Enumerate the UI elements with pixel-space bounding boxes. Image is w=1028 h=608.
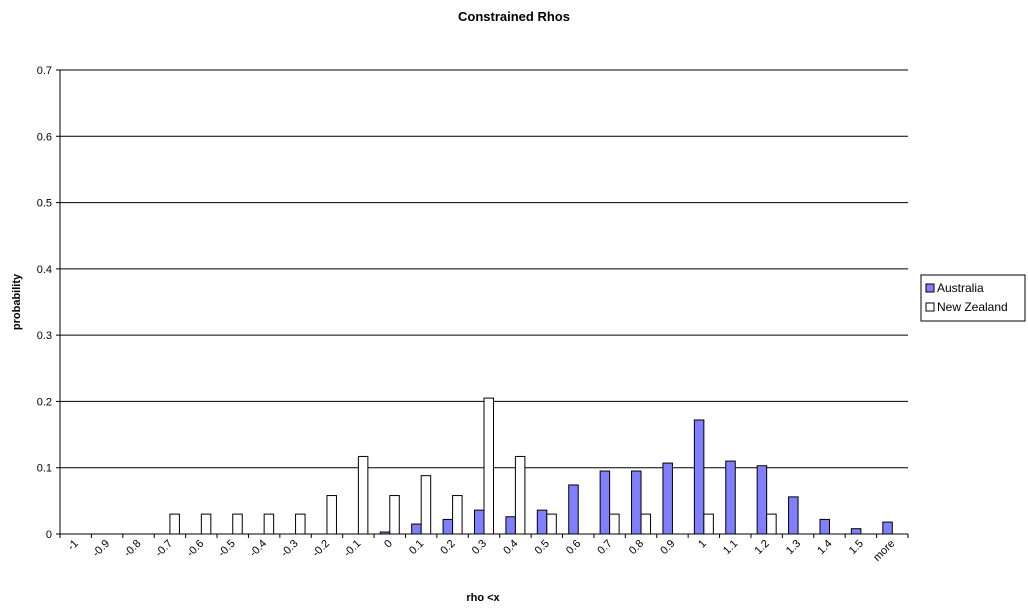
x-tick-label: -0.4 <box>247 538 269 560</box>
legend-swatch-new-zealand <box>925 302 935 312</box>
bar-new-zealand <box>609 513 620 535</box>
bar-new-zealand <box>200 513 212 535</box>
bar-australia <box>411 523 422 535</box>
bar-australia <box>850 528 862 535</box>
x-tick-label: -0.9 <box>90 538 112 560</box>
x-tick-label: -0.3 <box>279 538 301 560</box>
x-tick-label: -1 <box>65 538 80 553</box>
x-tick-label: 1.3 <box>784 538 803 557</box>
x-tick-label: 0.4 <box>501 538 520 557</box>
bar-australia <box>662 462 673 535</box>
legend-label-new-zealand: New Zealand <box>937 300 1008 314</box>
bar-new-zealand <box>420 475 432 535</box>
x-tick-label: 1.4 <box>815 538 834 557</box>
bar-australia <box>599 470 611 535</box>
bar-australia <box>474 509 485 535</box>
x-tick-label: -0.7 <box>153 538 175 560</box>
x-tick-label: 0.1 <box>407 538 426 557</box>
x-tick-label: 0.5 <box>533 538 552 557</box>
x-tick-label: -0.5 <box>216 538 238 560</box>
x-tick-label: 1.1 <box>721 538 740 557</box>
x-axis-label: rho <x <box>466 592 500 604</box>
bar-australia <box>788 496 799 535</box>
axes <box>59 70 909 538</box>
bar-australia <box>631 470 642 535</box>
x-tick-label: more <box>871 538 897 564</box>
y-tick-label: 0.4 <box>37 264 52 276</box>
bar-new-zealand <box>263 513 275 535</box>
bar-australia <box>568 484 579 535</box>
bar-australia <box>442 518 454 535</box>
y-tick-label: 0.2 <box>37 396 52 408</box>
y-tick-label: 0.1 <box>37 463 52 475</box>
bar-australia <box>725 460 736 535</box>
bar-new-zealand <box>295 513 306 535</box>
x-tick-label: -0.8 <box>122 538 144 560</box>
chart-title: Constrained Rhos <box>458 9 570 24</box>
y-tick-label: 0.6 <box>37 131 52 143</box>
x-tick-label: 1.5 <box>847 538 866 557</box>
y-tick-label: 0.3 <box>37 330 52 342</box>
x-tick-label: 0.3 <box>470 538 489 557</box>
bar-new-zealand <box>452 495 463 535</box>
x-tick-label: 0.6 <box>564 538 583 557</box>
bar-new-zealand <box>389 495 400 535</box>
x-tick-label: 0.8 <box>627 538 646 557</box>
x-tick-labels: -1 -0.9 -0.8 -0.7 -0.6 -0.5 -0.4 -0.3 -0.2 -0.1 0 0… <box>65 538 897 564</box>
bar-new-zealand <box>483 397 494 535</box>
legend: Australia New Zealand <box>920 274 1026 322</box>
bar-new-zealand <box>514 455 526 535</box>
bar-new-zealand <box>546 513 557 535</box>
gridlines <box>56 69 908 535</box>
x-tick-label: -0.1 <box>342 538 364 560</box>
bar-australia <box>693 419 705 535</box>
bars <box>169 397 893 535</box>
x-tick-label: 0.2 <box>438 538 457 557</box>
bar-australia <box>536 509 548 535</box>
bar-new-zealand <box>703 513 714 535</box>
bar-new-zealand <box>766 513 777 535</box>
legend-label-australia: Australia <box>937 281 984 295</box>
legend-box <box>920 274 1026 322</box>
y-tick-label: 0.7 <box>37 65 52 77</box>
x-tick-label: 0.7 <box>595 538 614 557</box>
bar-australia <box>756 465 768 535</box>
bar-new-zealand <box>169 513 180 535</box>
bar-australia <box>505 516 516 535</box>
x-tick-label: 1 <box>696 538 709 551</box>
y-tick-label: 0 <box>46 529 52 541</box>
x-tick-label: 1.2 <box>752 538 771 557</box>
bar-new-zealand <box>326 495 337 535</box>
bar-new-zealand <box>640 513 652 535</box>
y-tick-labels: 0 0.1 0.2 0.3 0.4 0.5 0.6 0.7 <box>37 65 52 541</box>
x-tick-label: 0 <box>382 538 395 551</box>
bar-australia <box>819 518 830 535</box>
bar-new-zealand <box>232 513 243 535</box>
bar-australia <box>882 521 893 535</box>
x-tick-label: -0.2 <box>310 538 332 560</box>
legend-swatch-australia <box>925 283 935 293</box>
y-tick-label: 0.5 <box>37 198 52 210</box>
bar-new-zealand <box>357 455 369 535</box>
y-axis-label: probability <box>11 273 23 330</box>
x-tick-label: -0.6 <box>185 538 207 560</box>
x-tick-label: 0.9 <box>658 538 677 557</box>
